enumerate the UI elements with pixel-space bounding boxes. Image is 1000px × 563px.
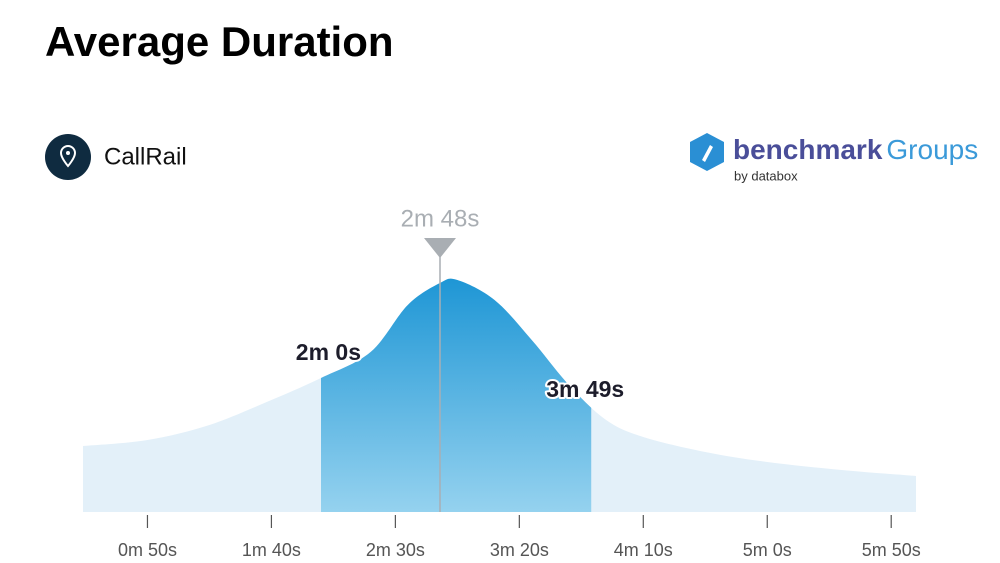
x-tick-label: 4m 10s <box>614 540 673 560</box>
upper-label: 3m 49s <box>546 376 624 402</box>
x-tick-label: 3m 20s <box>490 540 549 560</box>
x-tick-label: 1m 40s <box>242 540 301 560</box>
chart-title: Average Duration <box>45 18 394 65</box>
median-pointer <box>424 238 456 258</box>
median-label: 2m 48s <box>401 205 480 232</box>
brand-name: benchmark Groups <box>733 134 978 165</box>
interquartile-band <box>321 278 592 512</box>
brand-by: by databox <box>734 168 798 183</box>
brand-logo <box>690 133 724 171</box>
source-icon <box>45 134 91 180</box>
x-tick-label: 2m 30s <box>366 540 425 560</box>
x-tick-label: 5m 50s <box>862 540 921 560</box>
x-tick-label: 0m 50s <box>118 540 177 560</box>
brand-name-main: benchmark <box>733 134 883 165</box>
x-tick-label: 5m 0s <box>743 540 792 560</box>
source-name: CallRail <box>104 143 187 170</box>
lower-label: 2m 0s <box>296 339 361 365</box>
brand-suffix: Groups <box>886 134 978 165</box>
